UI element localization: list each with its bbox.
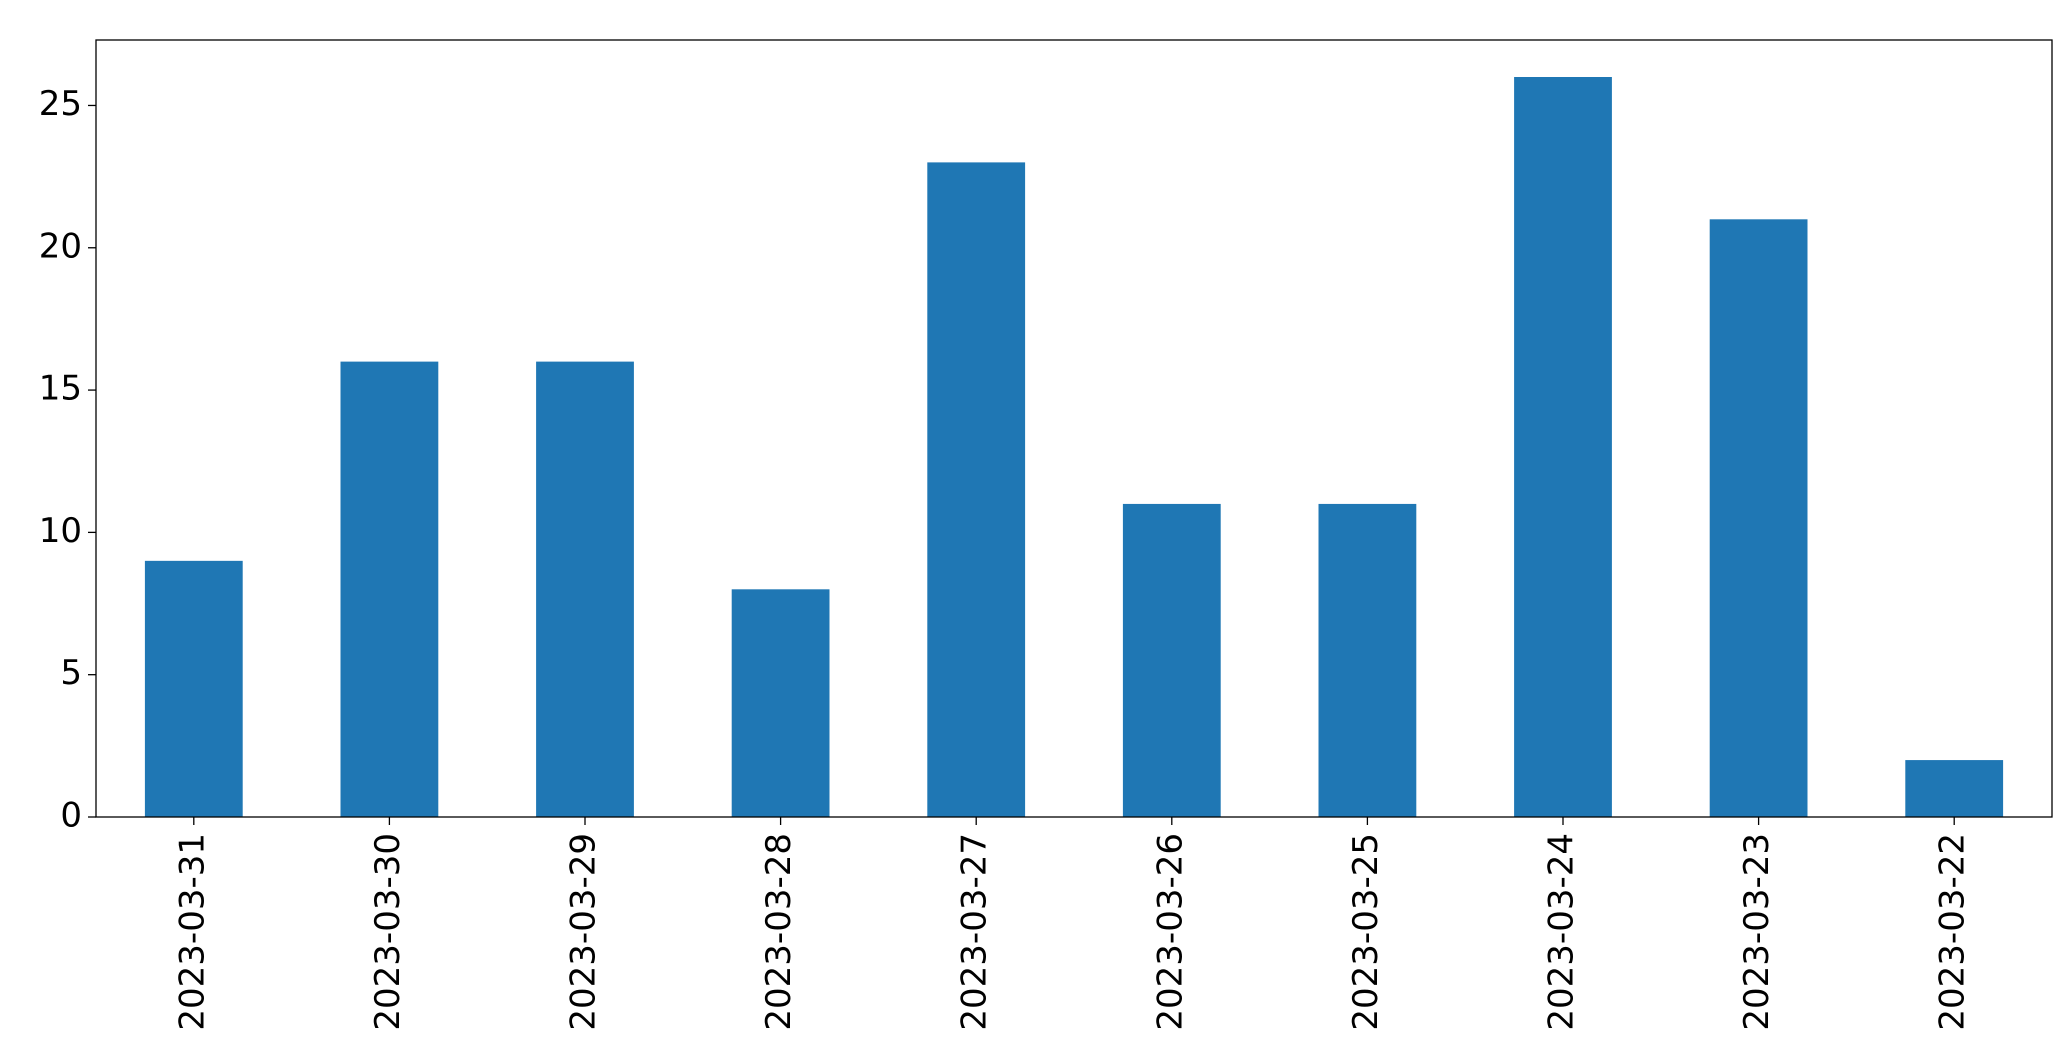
bar bbox=[340, 361, 439, 817]
x-tick-label: 2023-03-29 bbox=[564, 833, 604, 1031]
bar bbox=[1514, 77, 1612, 817]
bar bbox=[731, 589, 830, 817]
bar bbox=[536, 361, 634, 817]
x-tick-label: 2023-03-24 bbox=[1542, 833, 1582, 1031]
x-tick-label: 2023-03-27 bbox=[955, 833, 995, 1031]
bar bbox=[1709, 219, 1808, 818]
x-tick-label: 2023-03-31 bbox=[172, 833, 212, 1031]
y-tick-label: 15 bbox=[39, 369, 82, 409]
x-tick-label: 2023-03-30 bbox=[368, 833, 408, 1031]
bar bbox=[144, 560, 243, 817]
x-tick-label: 2023-03-26 bbox=[1150, 833, 1190, 1031]
bar bbox=[1905, 760, 2004, 817]
x-tick-label: 2023-03-23 bbox=[1737, 833, 1777, 1031]
y-tick-label: 25 bbox=[39, 84, 82, 124]
x-tick-label: 2023-03-25 bbox=[1346, 833, 1386, 1031]
x-tick-label: 2023-03-22 bbox=[1933, 833, 1973, 1031]
plot-frame bbox=[95, 39, 2053, 818]
x-tick-label: 2023-03-28 bbox=[759, 833, 799, 1031]
y-tick-label: 5 bbox=[60, 653, 82, 693]
bar bbox=[927, 162, 1026, 817]
y-tick-label: 0 bbox=[60, 796, 82, 836]
bar bbox=[1122, 503, 1221, 817]
bar bbox=[1318, 503, 1417, 817]
y-tick-label: 10 bbox=[39, 511, 82, 551]
y-tick-label: 20 bbox=[39, 226, 82, 266]
